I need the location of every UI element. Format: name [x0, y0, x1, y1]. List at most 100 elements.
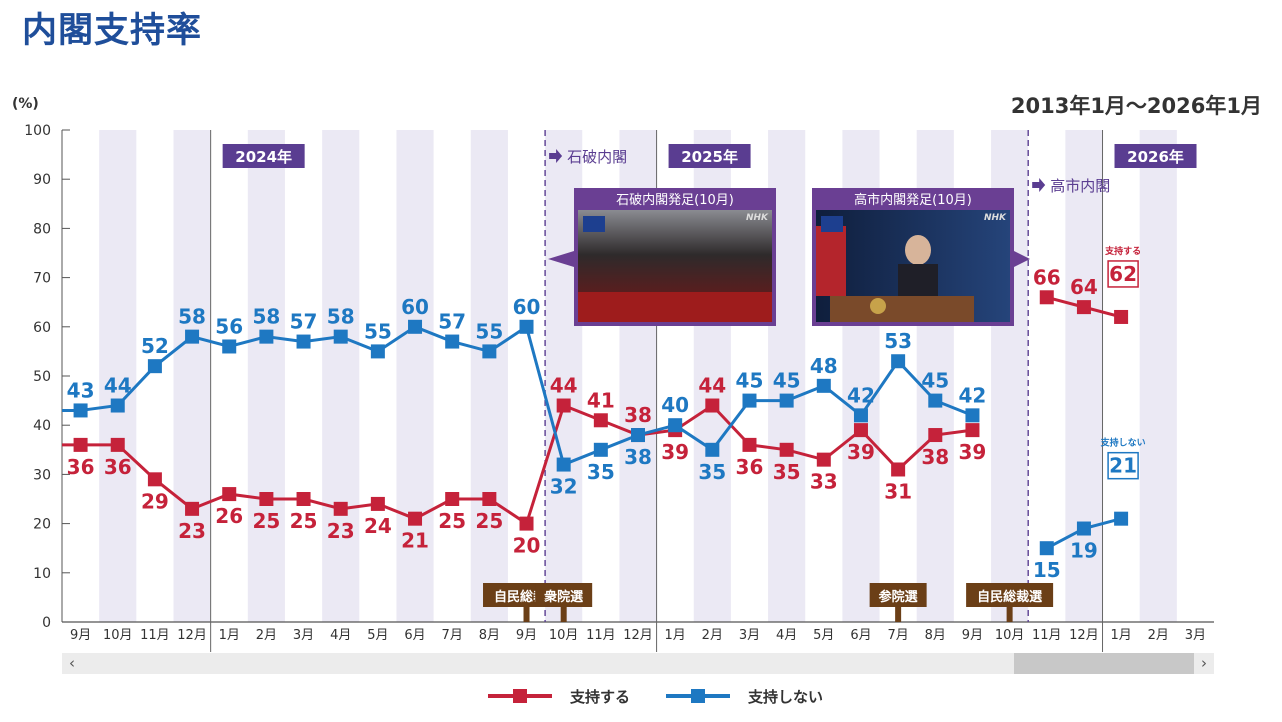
data-label: 39: [847, 440, 875, 464]
data-label: 57: [290, 310, 318, 334]
photo-takaichi-cabinet: 高市内閣発足(10月) NHK: [812, 188, 1014, 326]
y-tick-label: 80: [33, 221, 51, 237]
data-point: [185, 329, 200, 344]
latest-value-caption: 支持しない: [1100, 437, 1146, 449]
y-tick-label: 10: [33, 566, 51, 582]
month-band: [247, 130, 285, 622]
data-point: [891, 462, 906, 477]
data-label: 45: [736, 369, 764, 393]
data-point: [742, 393, 757, 408]
data-label: 44: [550, 374, 578, 398]
data-point: [779, 442, 794, 457]
data-label: 58: [178, 305, 206, 329]
latest-value-box: [1107, 451, 1139, 480]
data-label: 25: [252, 509, 280, 533]
cabinet-marker-label: 高市内閣: [1050, 177, 1110, 195]
data-point: [1076, 300, 1091, 315]
data-point: [259, 492, 274, 506]
data-label: 36: [67, 455, 95, 479]
y-tick-label: 20: [33, 517, 51, 533]
data-label: 42: [847, 383, 875, 407]
data-point: [110, 437, 125, 452]
data-point: [333, 329, 348, 344]
x-tick-label: 11月: [586, 628, 616, 643]
year-badge-label: 2025年: [681, 148, 738, 166]
data-label: 38: [624, 403, 652, 427]
data-label: 25: [290, 509, 318, 533]
data-point: [593, 413, 608, 428]
data-label: 35: [698, 460, 726, 484]
event-badge: [869, 583, 927, 607]
data-point: [742, 437, 757, 452]
data-point: [408, 319, 423, 334]
data-label: 20: [513, 534, 541, 558]
event-badge-label: 自民総裁選: [977, 589, 1042, 605]
data-label: 57: [438, 310, 466, 334]
x-tick-label: 2月: [1148, 628, 1169, 643]
data-label: 64: [1070, 275, 1098, 299]
data-point: [482, 492, 497, 506]
data-point: [296, 334, 311, 349]
y-tick-label: 100: [24, 123, 51, 139]
data-point: [333, 501, 348, 516]
x-tick-label: 10月: [103, 628, 133, 643]
latest-value-label: 62: [1109, 262, 1137, 286]
data-label: 44: [104, 374, 132, 398]
data-label: 42: [959, 383, 987, 407]
scroll-left-icon[interactable]: ‹: [69, 654, 75, 672]
month-band: [322, 130, 360, 622]
y-tick-label: 30: [33, 467, 51, 483]
photo-ishiba-cabinet: 石破内閣発足(10月) NHK: [574, 188, 776, 326]
event-badge: [966, 583, 1054, 607]
data-label: 58: [252, 305, 280, 329]
y-tick-label: 90: [33, 172, 51, 188]
event-badge-stem: [1006, 607, 1013, 622]
data-label: 52: [141, 334, 169, 358]
cabinet-arrow-icon: [549, 149, 563, 163]
data-point: [1039, 541, 1054, 556]
data-point: [73, 403, 88, 418]
x-tick-label: 4月: [776, 628, 797, 643]
x-tick-label: 11月: [1032, 628, 1062, 643]
scrollbar-thumb[interactable]: [1014, 653, 1194, 674]
data-label: 66: [1033, 265, 1061, 289]
data-point: [519, 319, 534, 334]
x-tick-label: 8月: [479, 628, 500, 643]
data-point: [222, 487, 237, 502]
data-point: [445, 334, 460, 349]
legend-nonsupport-label: 支持しない: [748, 687, 824, 706]
data-point: [1039, 290, 1054, 305]
x-tick-label: 3月: [293, 628, 314, 643]
data-label: 36: [736, 455, 764, 479]
data-label: 56: [215, 314, 243, 338]
x-tick-label: 1月: [665, 628, 686, 643]
data-label: 40: [661, 393, 689, 417]
month-band: [173, 130, 211, 622]
x-tick-label: 12月: [623, 628, 653, 643]
legend-support-label: 支持する: [570, 687, 631, 706]
x-tick-label: 5月: [367, 628, 388, 643]
series-line: [80, 324, 974, 467]
period-label: 2013年1月〜2026年1月: [1010, 94, 1262, 118]
x-tick-label: 3月: [1185, 628, 1206, 643]
event-badge: [535, 583, 593, 607]
photo-pointer-left: [548, 251, 574, 267]
data-label: 21: [401, 529, 429, 553]
x-tick-label: 6月: [404, 628, 425, 643]
data-label: 41: [587, 388, 615, 412]
data-point: [816, 452, 831, 467]
photo-pointer-right: [1014, 251, 1030, 267]
cabinet-arrow-icon: [1032, 178, 1046, 192]
data-label: 35: [587, 460, 615, 484]
scroll-right-icon[interactable]: ›: [1201, 654, 1207, 672]
y-axis-unit: (%): [12, 96, 39, 112]
event-badge-label: 衆院選: [544, 589, 583, 605]
data-label: 25: [438, 509, 466, 533]
data-point: [185, 501, 200, 516]
x-tick-label: 1月: [219, 628, 240, 643]
x-tick-label: 9月: [70, 628, 91, 643]
data-label: 55: [475, 319, 503, 343]
data-point: [73, 437, 88, 452]
data-point: [891, 354, 906, 369]
chart-scrollbar[interactable]: ‹ ›: [62, 653, 1214, 674]
